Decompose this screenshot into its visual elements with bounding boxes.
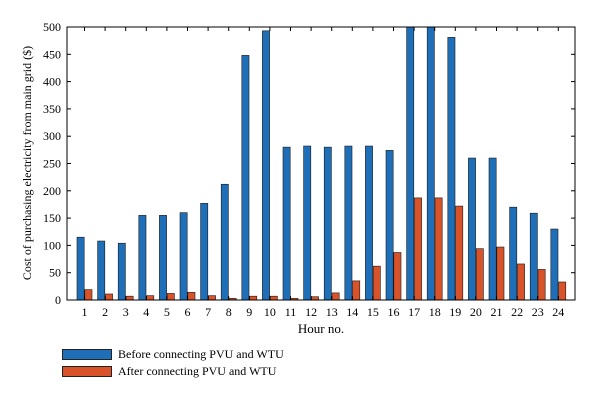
- x-tick-label: 24: [552, 305, 564, 319]
- bar-after-hour-15: [372, 265, 381, 301]
- bar-after-hour-6: [187, 292, 196, 301]
- bar-after-hour-3: [125, 295, 134, 301]
- bar-before-hour-21: [488, 157, 497, 301]
- x-tick-label: 6: [185, 305, 191, 319]
- bars-layer: [76, 26, 567, 301]
- y-tick-label: 400: [43, 75, 61, 89]
- x-tick-label: 18: [429, 305, 441, 319]
- bar-after-hour-9: [249, 295, 258, 301]
- x-tick-label: 14: [346, 305, 358, 319]
- x-tick-label: 21: [491, 305, 503, 319]
- bar-after-hour-4: [146, 295, 155, 301]
- x-tick-label: 12: [305, 305, 317, 319]
- x-axis: 1 2 3 4 5 6 7 8 9 10 11 12 13 14 15 16 17 18 19 20 21 22 23 24: [82, 27, 564, 319]
- bar-before-hour-23: [529, 212, 538, 301]
- bar-after-hour-7: [208, 295, 216, 301]
- bar-before-hour-13: [323, 146, 332, 301]
- bar-before-hour-8: [220, 183, 229, 301]
- y-tick-label: 50: [49, 266, 61, 280]
- legend-label-after: After connecting PVU and WTU: [118, 364, 277, 378]
- bar-after-hour-24: [558, 281, 567, 301]
- bar-after-hour-18: [434, 197, 443, 301]
- bar-after-hour-17: [414, 197, 422, 301]
- legend-swatch-before: [62, 349, 112, 360]
- y-tick-label: 350: [43, 102, 61, 116]
- x-tick-label: 23: [532, 305, 544, 319]
- x-tick-label: 1: [82, 305, 88, 319]
- legend-label-before: Before connecting PVU and WTU: [118, 347, 284, 361]
- bar-before-hour-19: [447, 37, 456, 301]
- bar-after-hour-16: [393, 252, 402, 301]
- bar-after-hour-10: [269, 295, 278, 301]
- x-tick-label: 15: [367, 305, 379, 319]
- y-tick-label: 150: [43, 211, 61, 225]
- bar-after-hour-19: [455, 205, 464, 301]
- bar-before-hour-22: [509, 206, 518, 301]
- bar-before-hour-11: [282, 146, 291, 301]
- y-tick-label: 500: [43, 20, 61, 34]
- bar-before-hour-15: [365, 145, 373, 301]
- legend-item-before: Before connecting PVU and WTU: [62, 346, 284, 363]
- bar-before-hour-17: [406, 26, 415, 301]
- bar-before-hour-1: [76, 236, 85, 301]
- x-axis-label: Hour no.: [298, 321, 344, 336]
- bar-after-hour-23: [537, 269, 546, 301]
- x-tick-label: 2: [102, 305, 108, 319]
- x-tick-label: 11: [285, 305, 297, 319]
- legend: Before connecting PVU and WTU After conn…: [62, 346, 284, 380]
- x-tick-label: 13: [326, 305, 338, 319]
- bar-after-hour-21: [496, 246, 505, 301]
- bar-after-hour-5: [166, 293, 175, 301]
- x-tick-label: 16: [388, 305, 400, 319]
- bar-before-hour-18: [426, 26, 435, 301]
- bar-after-hour-22: [517, 263, 525, 301]
- bar-before-hour-9: [241, 55, 250, 301]
- bar-before-hour-4: [138, 215, 147, 301]
- x-tick-label: 5: [164, 305, 170, 319]
- bar-before-hour-14: [344, 145, 353, 301]
- bar-after-hour-1: [84, 289, 93, 301]
- y-tick-label: 250: [43, 157, 61, 171]
- bar-before-hour-2: [97, 240, 106, 301]
- legend-swatch-after: [62, 366, 112, 377]
- bar-after-hour-2: [105, 293, 113, 301]
- bar-before-hour-10: [262, 30, 270, 301]
- x-tick-label: 4: [143, 305, 149, 319]
- y-tick-label: 0: [55, 293, 61, 307]
- y-tick-label: 450: [43, 47, 61, 61]
- x-tick-label: 10: [264, 305, 276, 319]
- x-tick-label: 19: [449, 305, 461, 319]
- bar-after-hour-20: [475, 248, 484, 301]
- x-tick-label: 8: [226, 305, 232, 319]
- bar-before-hour-16: [385, 150, 394, 301]
- bar-before-hour-3: [117, 242, 126, 301]
- bar-before-hour-5: [159, 215, 167, 301]
- y-axis: 0 50 100 150 200 250 300 350 400 450 500: [43, 20, 575, 307]
- x-tick-label: 20: [470, 305, 482, 319]
- legend-item-after: After connecting PVU and WTU: [62, 363, 284, 380]
- x-tick-label: 9: [246, 305, 252, 319]
- x-tick-label: 17: [408, 305, 420, 319]
- x-tick-label: 22: [511, 305, 523, 319]
- bar-after-hour-13: [331, 292, 340, 301]
- x-tick-label: 3: [123, 305, 129, 319]
- bar-after-hour-14: [352, 280, 361, 301]
- y-tick-label: 100: [43, 238, 61, 252]
- bar-before-hour-20: [468, 157, 476, 301]
- x-tick-label: 7: [205, 305, 211, 319]
- y-axis-label: Cost of purchasing electricity from main…: [20, 46, 34, 280]
- bar-before-hour-24: [550, 228, 559, 301]
- bar-before-hour-7: [200, 203, 209, 301]
- bar-before-hour-12: [303, 145, 312, 301]
- y-tick-label: 200: [43, 184, 61, 198]
- bar-before-hour-6: [179, 212, 188, 301]
- y-tick-label: 300: [43, 129, 61, 143]
